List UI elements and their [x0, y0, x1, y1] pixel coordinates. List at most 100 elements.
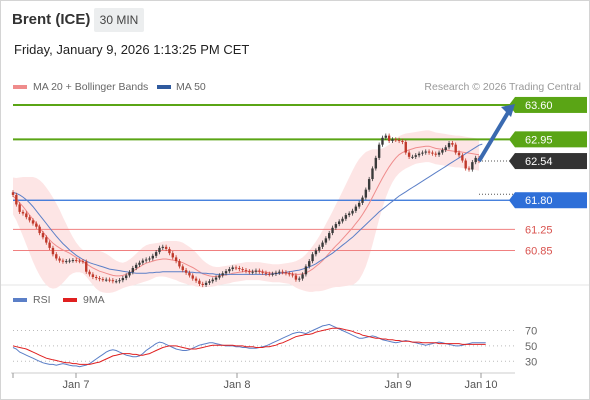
candle-body — [174, 257, 178, 262]
candle-body — [98, 278, 101, 280]
rsi-ma-line — [12, 327, 486, 365]
rsi-label: RSI — [33, 294, 51, 306]
candle-body — [124, 275, 128, 279]
candle-body — [384, 135, 387, 138]
candle-body — [447, 143, 451, 148]
x-tick-label: Jan 9 — [385, 379, 412, 391]
candle-body — [25, 213, 28, 218]
candle-body — [121, 278, 125, 281]
rsi-ma-label: 9MA — [83, 294, 105, 306]
level-tag-0 — [515, 96, 587, 113]
bollinger-band — [13, 130, 479, 293]
candle-body — [141, 260, 145, 263]
candle-body — [474, 157, 477, 163]
candle-body — [151, 255, 154, 259]
candle-body — [234, 267, 238, 269]
candle-body — [238, 268, 241, 270]
candle-body — [181, 266, 184, 271]
legend-rsi-ma: 9MA — [63, 294, 105, 306]
candle-body — [81, 261, 85, 263]
candle-body — [61, 260, 65, 262]
candle-body — [171, 253, 174, 258]
candle-body — [258, 270, 261, 272]
candle-body — [294, 275, 298, 280]
candle-body — [464, 160, 467, 169]
candle-body — [31, 220, 35, 224]
candle-body — [404, 142, 407, 153]
rsi-tick-50: 50 — [525, 341, 537, 353]
candle-body — [11, 192, 15, 195]
candle-body — [291, 274, 294, 276]
candle-body — [424, 151, 427, 153]
level-tag-arrow-1 — [509, 131, 515, 148]
level-tag-arrow-3 — [509, 192, 515, 209]
candle-body — [457, 152, 461, 156]
candle-body — [364, 189, 368, 198]
candle-body — [221, 273, 224, 276]
candle-body — [35, 223, 38, 227]
candle-body — [95, 277, 98, 279]
candle-body — [377, 144, 381, 158]
candle-body — [218, 275, 221, 278]
level-tag-arrow-2 — [509, 153, 515, 170]
ma50-label: MA 50 — [176, 81, 206, 93]
legend-rsi: RSI — [13, 294, 51, 306]
candle-body — [168, 248, 171, 254]
candle-body — [454, 144, 457, 153]
candle-body — [148, 258, 151, 260]
candle-body — [434, 153, 437, 155]
candle-body — [208, 281, 211, 283]
rsi-swatch-icon — [13, 298, 27, 302]
candle-body — [118, 280, 121, 282]
candle-body — [314, 250, 318, 255]
candle-body — [387, 135, 391, 141]
candle-body — [201, 283, 204, 285]
x-tick-label: Jan 8 — [224, 379, 251, 391]
rsi-line — [12, 323, 486, 368]
candle-body — [334, 224, 338, 228]
candle-body — [281, 271, 284, 273]
candle-body — [308, 261, 311, 267]
candle-body — [251, 271, 254, 273]
candle-body — [354, 206, 358, 211]
candle-body — [328, 233, 331, 239]
candle-body — [304, 266, 308, 275]
legend-ma50: MA 50 — [157, 81, 206, 93]
candle-body — [15, 194, 18, 205]
candle-body — [401, 140, 404, 142]
rsi-tick-30: 30 — [525, 356, 537, 368]
candle-body — [288, 273, 291, 275]
candle-body — [411, 156, 414, 158]
candle-body — [154, 252, 158, 256]
candle-body — [254, 270, 258, 272]
timestamp: Friday, January 9, 2026 1:13:25 PM CET — [14, 42, 250, 57]
candle-body — [318, 246, 321, 251]
candle-body — [248, 271, 251, 273]
candle-body — [38, 226, 41, 234]
candle-body — [431, 152, 434, 154]
candle-body — [184, 270, 188, 273]
candle-body — [271, 273, 274, 275]
ma20-swatch-icon — [13, 85, 27, 89]
candle-body — [71, 260, 75, 262]
candle-body — [414, 155, 417, 157]
candle-body — [444, 147, 447, 150]
candle-body — [361, 197, 364, 203]
candle-body — [274, 272, 278, 274]
candle-body — [441, 149, 444, 153]
level-label-3: 61.80 — [525, 195, 553, 207]
candle-body — [198, 280, 201, 284]
candle-body — [101, 279, 105, 281]
candle-body — [128, 272, 131, 276]
candle-body — [144, 259, 148, 261]
candle-body — [331, 227, 334, 234]
timeframe-button[interactable]: 30 MIN — [94, 8, 144, 32]
candle-body — [261, 271, 264, 273]
candle-body — [178, 261, 181, 267]
candle-body — [421, 152, 424, 154]
candle-body — [228, 269, 231, 272]
candle-body — [344, 215, 348, 219]
candle-body — [108, 279, 111, 281]
candle-body — [194, 278, 198, 281]
